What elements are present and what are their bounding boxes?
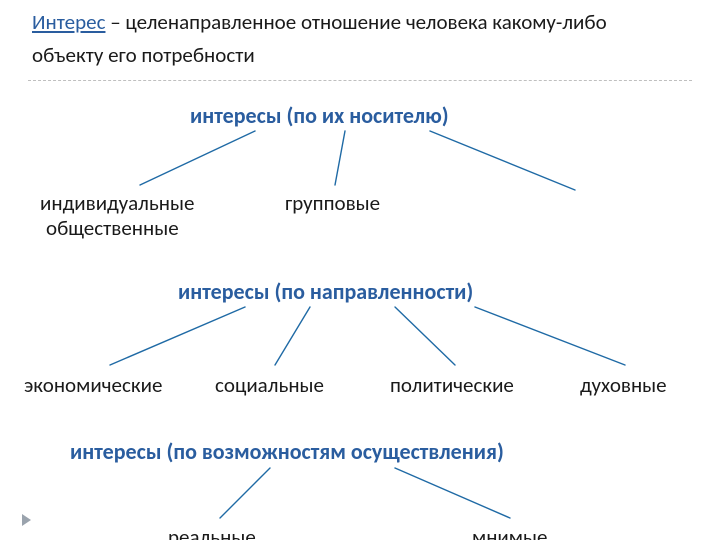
diagram-stage: { "definition": { "term": "Интерес", "re… <box>0 0 720 540</box>
divider <box>28 80 692 81</box>
leaf-spiritual: духовные <box>580 372 667 398</box>
slide-marker-icon <box>22 514 31 526</box>
leaf-social: общественные <box>46 215 179 241</box>
leaf-individual: индивидуальные <box>40 190 194 216</box>
leaf-political: политические <box>390 372 514 398</box>
leaf-economic: экономические <box>24 372 162 398</box>
definition-rest: – целенаправленное отношение человека ка… <box>32 9 607 68</box>
heading-by-carrier: интересы (по их носителю) <box>190 102 449 129</box>
heading-by-direction: интересы (по направленности) <box>178 278 473 305</box>
leaf-real: реальные <box>168 524 256 540</box>
leaf-group: групповые <box>285 190 380 216</box>
definition-term: Интерес <box>32 9 105 35</box>
heading-by-feasibility: интересы (по возможностям осуществления) <box>70 438 504 465</box>
definition-text: Интерес – целенаправленное отношение чел… <box>32 6 680 71</box>
leaf-social2: социальные <box>215 372 324 398</box>
leaf-imaginary: мнимые <box>472 524 547 540</box>
